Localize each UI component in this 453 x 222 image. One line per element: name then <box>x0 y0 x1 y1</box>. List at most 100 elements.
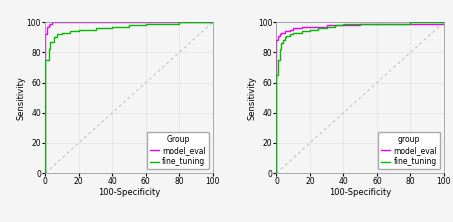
model_eval <box>48 24 53 27</box>
fine_tuning <box>274 172 279 174</box>
fine_tuning <box>391 22 396 25</box>
model_eval <box>48 22 53 25</box>
fine_tuning <box>46 48 51 51</box>
model_eval <box>299 25 304 28</box>
fine_tuning <box>290 32 296 34</box>
fine_tuning <box>275 59 281 61</box>
fine_tuning <box>280 39 286 42</box>
model_eval <box>274 39 279 42</box>
fine_tuning <box>59 33 65 36</box>
fine_tuning <box>43 172 48 174</box>
fine_tuning <box>280 42 286 45</box>
fine_tuning <box>277 48 283 51</box>
fine_tuning <box>324 25 329 28</box>
model_eval <box>408 22 413 25</box>
model_eval <box>357 24 363 27</box>
model_eval <box>290 28 296 31</box>
fine_tuning <box>287 33 293 36</box>
fine_tuning <box>277 59 283 61</box>
model_eval <box>46 24 51 27</box>
model_eval <box>424 22 430 25</box>
model_eval <box>279 33 284 36</box>
fine_tuning <box>282 36 288 39</box>
model_eval <box>287 28 293 31</box>
fine_tuning <box>76 30 82 33</box>
fine_tuning <box>126 25 132 28</box>
fine_tuning <box>316 27 321 30</box>
fine_tuning <box>284 34 289 37</box>
fine_tuning <box>357 22 363 25</box>
fine_tuning <box>54 33 60 36</box>
fine_tuning <box>110 25 115 28</box>
fine_tuning <box>333 25 338 28</box>
model_eval <box>110 21 115 24</box>
model_eval <box>210 21 216 24</box>
model_eval <box>307 25 313 28</box>
fine_tuning <box>284 36 289 39</box>
fine_tuning <box>126 24 132 27</box>
fine_tuning <box>424 21 430 24</box>
fine_tuning <box>54 36 60 39</box>
fine_tuning <box>374 22 380 25</box>
Line: model_eval: model_eval <box>276 24 444 173</box>
model_eval <box>126 21 132 24</box>
fine_tuning <box>275 74 281 76</box>
fine_tuning <box>143 24 149 27</box>
fine_tuning <box>299 30 304 33</box>
model_eval <box>67 21 73 24</box>
model_eval <box>441 22 447 25</box>
fine_tuning <box>67 30 73 33</box>
model_eval <box>424 22 430 25</box>
fine_tuning <box>51 40 56 43</box>
fine_tuning <box>67 32 73 34</box>
fine_tuning <box>441 21 447 24</box>
fine_tuning <box>46 59 51 61</box>
Y-axis label: Sensitivity: Sensitivity <box>247 76 256 120</box>
model_eval <box>93 21 98 24</box>
fine_tuning <box>274 74 279 76</box>
model_eval <box>287 30 293 33</box>
model_eval <box>275 34 281 37</box>
model_eval <box>374 22 380 25</box>
model_eval <box>43 172 48 174</box>
model_eval <box>44 25 50 28</box>
model_eval <box>391 22 396 25</box>
model_eval <box>357 22 363 25</box>
Legend: model_eval, fine_tuning: model_eval, fine_tuning <box>378 132 440 169</box>
Legend: model_eval, fine_tuning: model_eval, fine_tuning <box>147 132 209 169</box>
model_eval <box>279 32 284 34</box>
model_eval <box>282 30 288 33</box>
model_eval <box>76 21 82 24</box>
fine_tuning <box>408 21 413 24</box>
model_eval <box>274 172 279 174</box>
Line: fine_tuning: fine_tuning <box>276 22 444 173</box>
fine_tuning <box>316 28 321 31</box>
fine_tuning <box>193 21 199 24</box>
Y-axis label: Sensitivity: Sensitivity <box>16 76 25 120</box>
model_eval <box>282 32 288 34</box>
Line: model_eval: model_eval <box>45 22 213 173</box>
X-axis label: 100-Specificity: 100-Specificity <box>329 188 391 197</box>
fine_tuning <box>43 59 48 61</box>
fine_tuning <box>282 39 288 42</box>
model_eval <box>126 21 132 24</box>
model_eval <box>277 34 283 37</box>
Line: fine_tuning: fine_tuning <box>45 22 213 173</box>
fine_tuning <box>307 28 313 31</box>
model_eval <box>49 21 55 24</box>
fine_tuning <box>48 48 53 51</box>
model_eval <box>49 22 55 25</box>
model_eval <box>391 22 396 25</box>
fine_tuning <box>341 24 346 27</box>
fine_tuning <box>287 34 293 37</box>
fine_tuning <box>299 32 304 34</box>
fine_tuning <box>193 21 199 24</box>
fine_tuning <box>110 27 115 30</box>
model_eval <box>59 21 65 24</box>
fine_tuning <box>341 22 346 25</box>
fine_tuning <box>210 21 216 24</box>
fine_tuning <box>279 48 284 51</box>
model_eval <box>46 25 51 28</box>
fine_tuning <box>324 27 329 30</box>
model_eval <box>307 25 313 28</box>
